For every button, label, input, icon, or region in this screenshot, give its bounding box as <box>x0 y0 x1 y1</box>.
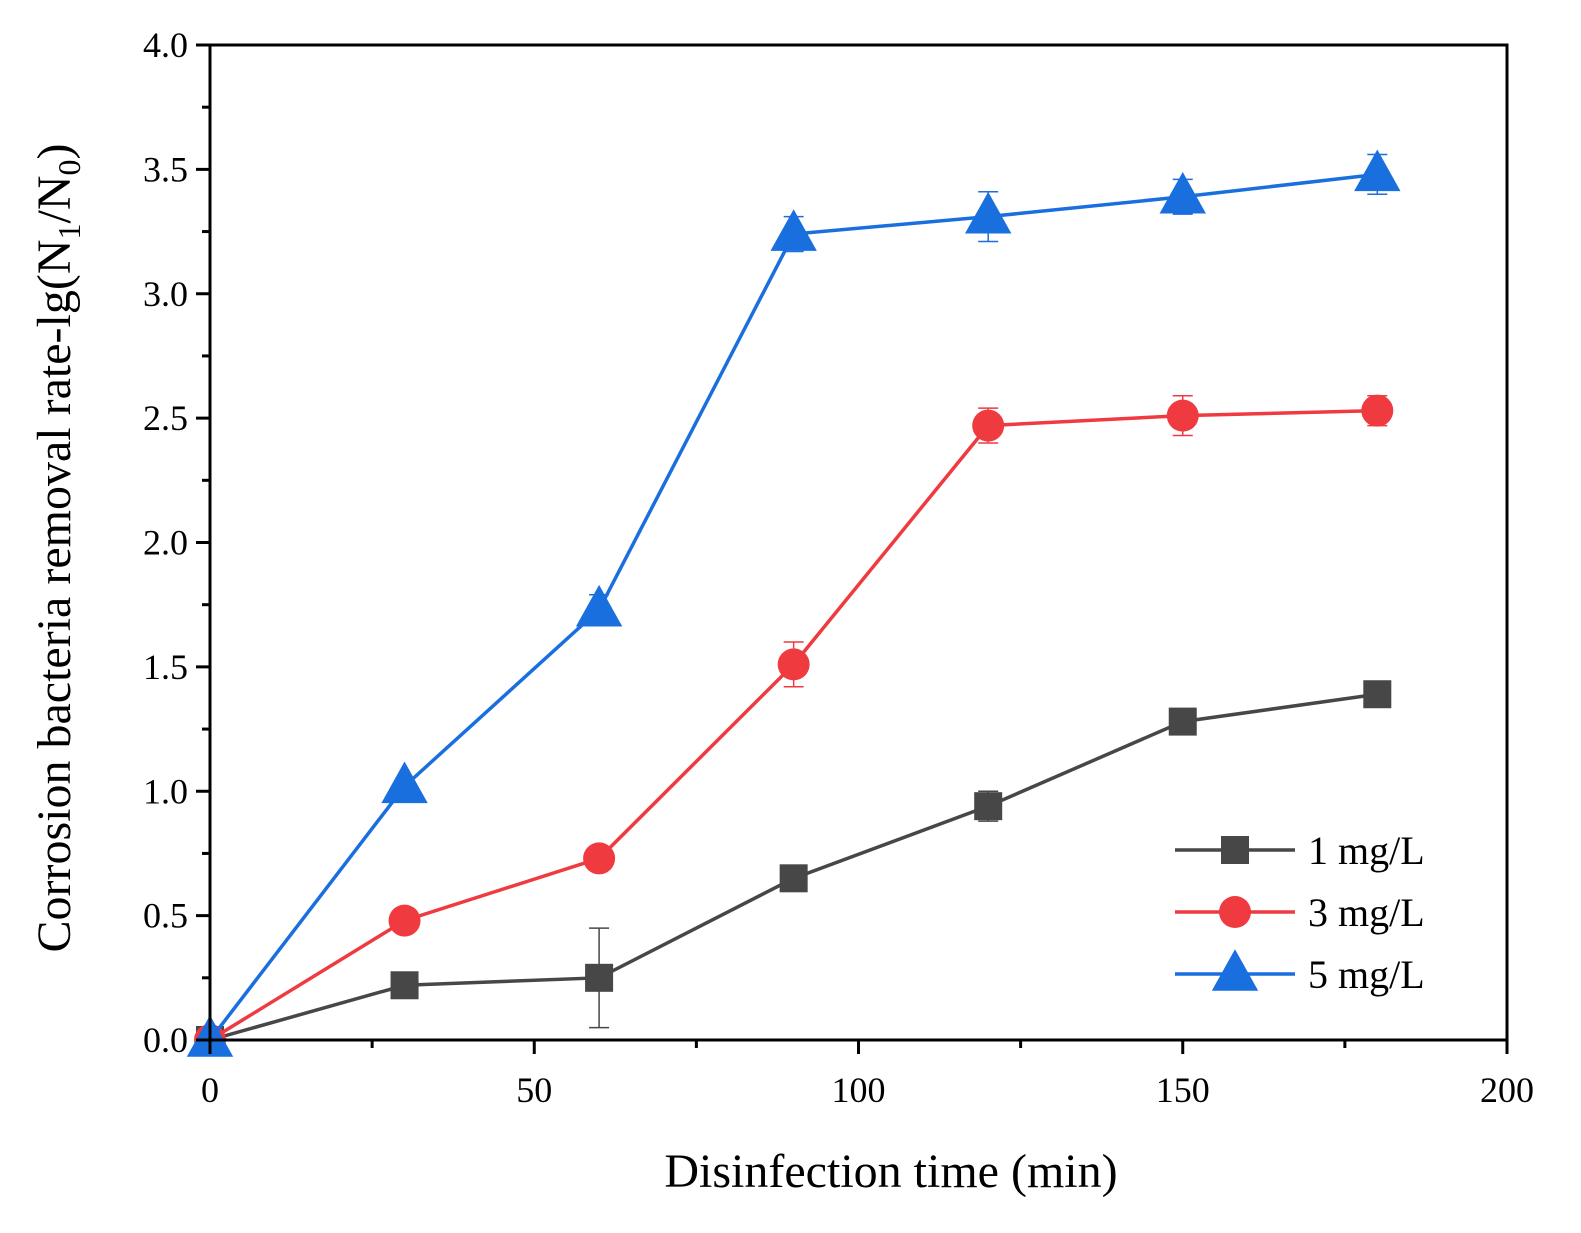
legend-item: 3 mg/L <box>1175 890 1425 935</box>
legend-label: 1 mg/L <box>1308 828 1425 873</box>
data-point <box>777 648 810 681</box>
y-tick-label: 4.0 <box>143 25 188 65</box>
x-tick-label: 150 <box>1156 1070 1210 1110</box>
data-point <box>1166 399 1199 432</box>
legend-marker <box>1211 949 1259 991</box>
legend-item: 1 mg/L <box>1175 828 1425 873</box>
data-point <box>575 584 623 627</box>
x-tick-label: 100 <box>832 1070 886 1110</box>
data-point <box>972 409 1005 442</box>
axes-layer: 0 50 100 150 200 0.0 0.5 1.0 1.5 2.0 2.5 3.0 3.5 4.0 <box>143 25 1534 1110</box>
data-point <box>1159 171 1206 214</box>
series-line <box>209 408 1378 1042</box>
data-point <box>974 792 1003 821</box>
y-axis-title: Corrosion bacteria removal rate-lg(N1/N0… <box>28 143 87 952</box>
y-axis-title-sub1: 1 <box>51 223 87 239</box>
data-point <box>1363 680 1392 709</box>
legend: 1 mg/L 3 mg/L 5 mg/L <box>1175 828 1425 997</box>
y-tick-label: 3.5 <box>143 149 188 189</box>
data-point <box>388 904 421 937</box>
data-point <box>381 761 428 804</box>
legend-item: 5 mg/L <box>1175 949 1425 997</box>
y-tick-label: 3.0 <box>143 274 188 314</box>
legend-label: 3 mg/L <box>1308 890 1425 935</box>
series-3 <box>186 149 1401 1057</box>
legend-marker <box>1221 836 1249 864</box>
legend-marker <box>1219 896 1251 928</box>
data-point <box>390 971 419 1000</box>
legend-label: 5 mg/L <box>1308 952 1425 997</box>
series-2 <box>194 394 1394 1056</box>
x-axis-title: Disinfection time (min) <box>664 1145 1117 1198</box>
y-tick-label: 0.0 <box>143 1020 188 1060</box>
data-point <box>770 209 817 251</box>
y-tick-label: 2.0 <box>143 523 188 563</box>
y-tick-label: 0.5 <box>143 896 188 936</box>
series-line <box>208 172 1378 1042</box>
data-point <box>585 963 614 992</box>
y-axis-title-main: Corrosion bacteria removal rate-lg(N <box>28 239 81 952</box>
y-tick-label: 1.0 <box>143 771 188 811</box>
y-axis-title-end: ) <box>28 143 81 159</box>
data-point <box>965 191 1012 234</box>
y-axis-title-sub2: 0 <box>51 159 87 175</box>
data-point <box>1361 394 1394 427</box>
x-tick-label: 50 <box>516 1070 552 1110</box>
data-point <box>779 864 808 893</box>
y-axis-title-mid: /N <box>28 175 81 223</box>
y-tick-label: 2.5 <box>143 398 188 438</box>
data-point <box>1354 149 1401 192</box>
series-1 <box>196 680 1392 1054</box>
series-layer <box>186 149 1401 1057</box>
y-tick-label: 1.5 <box>143 647 188 687</box>
data-point <box>1168 707 1197 736</box>
x-tick-label: 0 <box>201 1070 219 1110</box>
x-tick-label: 200 <box>1480 1070 1534 1110</box>
data-point <box>583 842 616 875</box>
